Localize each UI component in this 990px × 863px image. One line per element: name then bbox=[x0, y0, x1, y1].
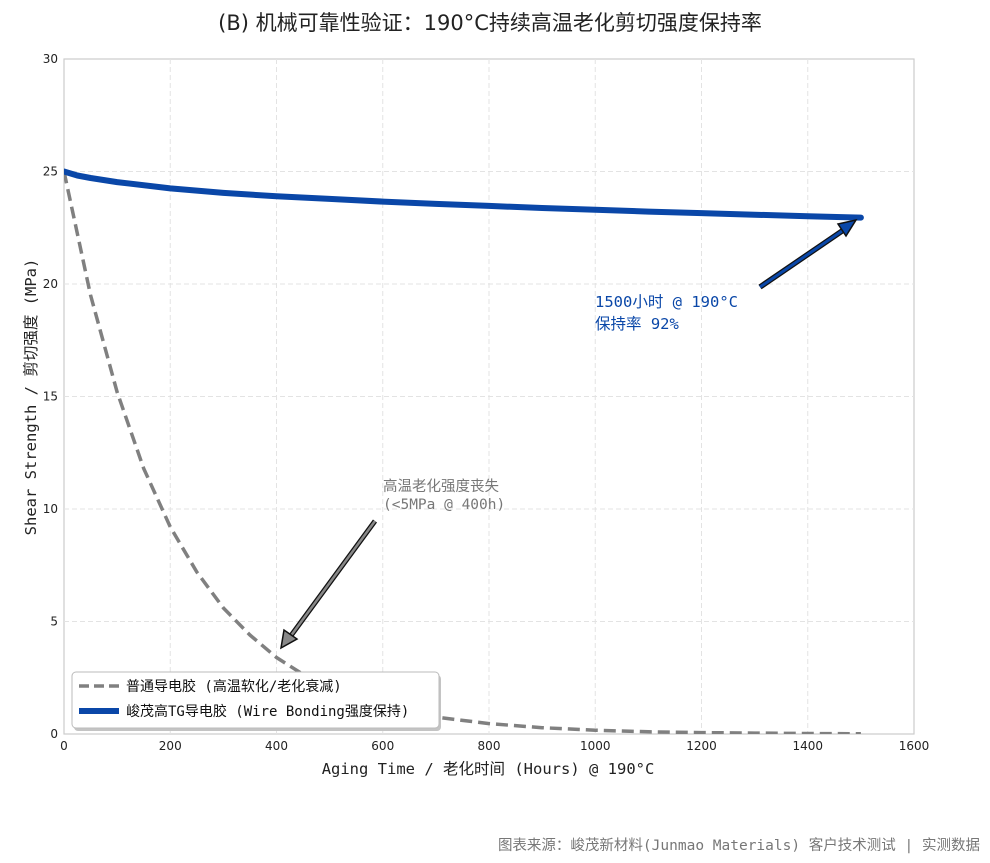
annotation-loss: 高温老化强度丧失 (<5MPa @ 400h) bbox=[280, 478, 505, 650]
chart-title: (B) 机械可靠性验证：190°C持续高温老化剪切强度保持率 bbox=[218, 11, 762, 35]
x-tick-label: 1400 bbox=[792, 739, 823, 753]
annotation-loss-line2: (<5MPa @ 400h) bbox=[383, 497, 505, 513]
annotation-retention-line2: 保持率 92% bbox=[595, 315, 679, 333]
y-tick-label: 30 bbox=[43, 52, 58, 66]
x-axis-ticks: 0 200 400 600 800 1000 1200 1400 1600 bbox=[60, 739, 929, 753]
annotation-arrow-shaft bbox=[759, 227, 846, 289]
x-tick-label: 1200 bbox=[686, 739, 717, 753]
legend-label-standard: 普通导电胶 (高温软化/老化衰减) bbox=[126, 678, 342, 695]
y-tick-label: 20 bbox=[43, 277, 58, 291]
annotation-arrow-head bbox=[836, 218, 858, 238]
legend-label-junmao: 峻茂高TG导电胶 (Wire Bonding强度保持) bbox=[126, 703, 409, 720]
y-tick-label: 10 bbox=[43, 502, 58, 516]
x-axis-label: Aging Time / 老化时间 (Hours) @ 190°C bbox=[322, 760, 655, 778]
x-tick-label: 1000 bbox=[580, 739, 611, 753]
legend-box bbox=[71, 671, 440, 729]
annotation-retention-line1: 1500小时 @ 190°C bbox=[595, 293, 738, 311]
footer-source: 图表来源：峻茂新材料(Junmao Materials) 客户技术测试 | 实测… bbox=[498, 837, 980, 854]
annotation-arrow-shaft bbox=[288, 520, 377, 638]
x-tick-label: 800 bbox=[478, 739, 501, 753]
annotation-arrow-head bbox=[280, 628, 299, 650]
y-tick-label: 0 bbox=[50, 727, 58, 741]
legend: 普通导电胶 (高温软化/老化衰减) 峻茂高TG导电胶 (Wire Bonding… bbox=[71, 671, 441, 731]
x-tick-label: 1600 bbox=[899, 739, 930, 753]
x-tick-label: 200 bbox=[159, 739, 182, 753]
x-tick-label: 0 bbox=[60, 739, 68, 753]
annotation-loss-line1: 高温老化强度丧失 bbox=[383, 478, 499, 495]
grid bbox=[64, 59, 914, 734]
y-axis-label: Shear Strength / 剪切强度 (MPa) bbox=[22, 259, 40, 536]
series-line-junmao bbox=[64, 168, 864, 221]
y-tick-label: 25 bbox=[43, 165, 58, 179]
y-tick-label: 15 bbox=[43, 390, 58, 404]
x-tick-label: 400 bbox=[265, 739, 288, 753]
x-tick-label: 600 bbox=[371, 739, 394, 753]
y-tick-label: 5 bbox=[50, 615, 58, 629]
annotation-retention: 1500小时 @ 190°C 保持率 92% bbox=[595, 218, 858, 333]
y-axis-ticks: 0 5 10 15 20 25 30 bbox=[43, 52, 58, 741]
